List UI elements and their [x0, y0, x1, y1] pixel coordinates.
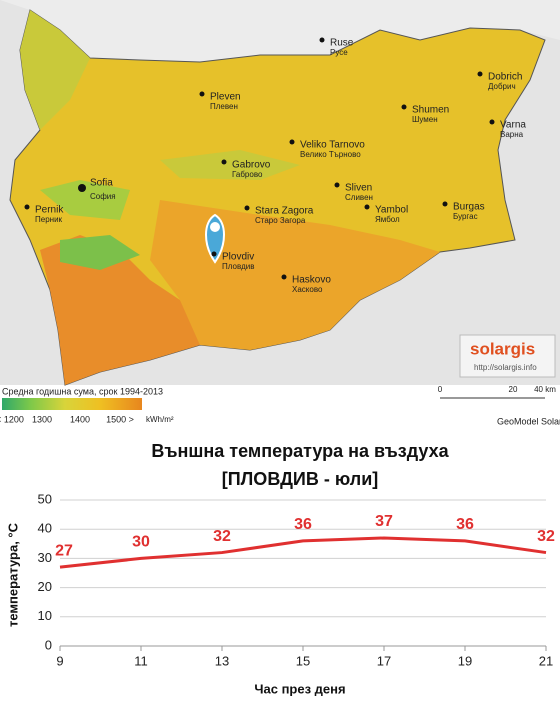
city-name: Plovdiv — [222, 252, 254, 263]
data-label: 30 — [132, 534, 150, 551]
city-dot — [24, 204, 30, 210]
legend-label: 1300 — [32, 414, 52, 424]
map-zone — [40, 180, 130, 220]
map-zone — [60, 235, 140, 270]
city-name: Stara Zagora — [255, 206, 314, 217]
city-local: Варна — [500, 130, 524, 139]
city-name: Pernik — [35, 205, 64, 216]
credit: GeoModel Solar — [497, 416, 560, 426]
city-dot — [221, 159, 227, 165]
legend-title: Средна годишна сума, срок 1994-2013 — [2, 386, 163, 396]
city-name: Varna — [500, 120, 526, 131]
logo-box — [459, 334, 556, 378]
x-tick-label: 19 — [458, 653, 472, 668]
city-dot — [401, 104, 407, 110]
y-tick-label: 0 — [45, 637, 52, 652]
city-local: Шумен — [412, 115, 438, 124]
x-tick-label: 17 — [377, 653, 391, 668]
x-tick-label: 13 — [215, 653, 229, 668]
legend-unit: kWh/m² — [146, 415, 174, 424]
city-dot — [78, 184, 86, 192]
y-tick-label: 50 — [38, 491, 52, 506]
chart-title: Външна температура на въздуха — [151, 441, 449, 461]
y-tick-label: 20 — [38, 579, 52, 594]
city-local: Бургас — [453, 212, 478, 221]
data-label: 27 — [55, 542, 73, 559]
map-zone — [20, 10, 90, 130]
city-local: Пловдив — [222, 262, 255, 271]
city-local: Сливен — [345, 193, 373, 202]
data-label: 32 — [537, 528, 555, 545]
city-local: Русе — [330, 48, 348, 57]
y-tick-label: 30 — [38, 550, 52, 565]
city-name: Pleven — [210, 92, 241, 103]
logo: solargis — [470, 339, 535, 358]
city-dot — [477, 71, 483, 77]
city-local: Габрово — [232, 170, 263, 179]
city-name: Sofia — [90, 178, 113, 189]
legend-label: 1400 — [70, 414, 90, 424]
city-name: Ruse — [330, 38, 354, 49]
x-tick-label: 21 — [539, 653, 553, 668]
city-local: Перник — [35, 215, 63, 224]
data-line — [59, 536, 547, 569]
city-name: Haskovo — [292, 275, 331, 286]
city-name: Veliko Tarnovo — [300, 140, 365, 151]
scale-label: 20 — [509, 385, 518, 394]
city-dot — [489, 119, 495, 125]
x-axis-label: Час през деня — [254, 681, 345, 696]
scale-label: 0 — [438, 385, 443, 394]
city-name: Sliven — [345, 183, 372, 194]
y-axis-label: температура, °C — [5, 522, 20, 627]
city-dot — [281, 274, 287, 280]
map-zone — [40, 235, 200, 385]
city-local: София — [90, 192, 116, 201]
city-local: Велико Търново — [300, 150, 361, 159]
data-label: 32 — [213, 528, 231, 545]
data-label: 36 — [456, 516, 474, 533]
data-label: 37 — [375, 513, 393, 530]
city-local: Хасково — [292, 285, 323, 294]
x-tick-label: 11 — [134, 653, 148, 668]
city-name: Burgas — [453, 202, 485, 213]
city-local: Плевен — [210, 102, 238, 111]
city-dot — [199, 91, 205, 97]
city-name: Yambol — [375, 205, 408, 216]
y-tick-label: 10 — [38, 608, 52, 623]
legend-label: < 1200 — [0, 414, 24, 424]
city-name: Shumen — [412, 105, 449, 116]
city-dot — [364, 204, 370, 210]
map-zone — [160, 150, 300, 180]
city-dot — [334, 182, 340, 188]
city-local: Ямбол — [375, 215, 400, 224]
city-dot — [289, 139, 295, 145]
legend-label: 1500 > — [106, 414, 134, 424]
city-dot — [244, 205, 250, 211]
city-name: Gabrovo — [232, 160, 271, 171]
location-pin-dot — [210, 222, 220, 232]
map-romania — [0, 0, 560, 62]
y-tick-label: 40 — [38, 521, 52, 536]
x-tick-label: 15 — [296, 653, 310, 668]
logo-url: http://solargis.info — [474, 363, 537, 372]
data-label: 36 — [294, 516, 312, 533]
city-dot — [442, 201, 448, 207]
city-dot — [319, 37, 325, 43]
city-local: Добрич — [488, 82, 516, 91]
chart-subtitle: [ПЛОВДИВ - юли] — [222, 469, 379, 489]
legend-ramp — [2, 398, 142, 410]
city-local: Старо Загора — [255, 216, 306, 225]
x-tick-label: 9 — [56, 653, 63, 668]
city-name: Dobrich — [488, 72, 522, 83]
scale-label: 40 km — [534, 385, 556, 394]
city-dot — [211, 251, 217, 257]
